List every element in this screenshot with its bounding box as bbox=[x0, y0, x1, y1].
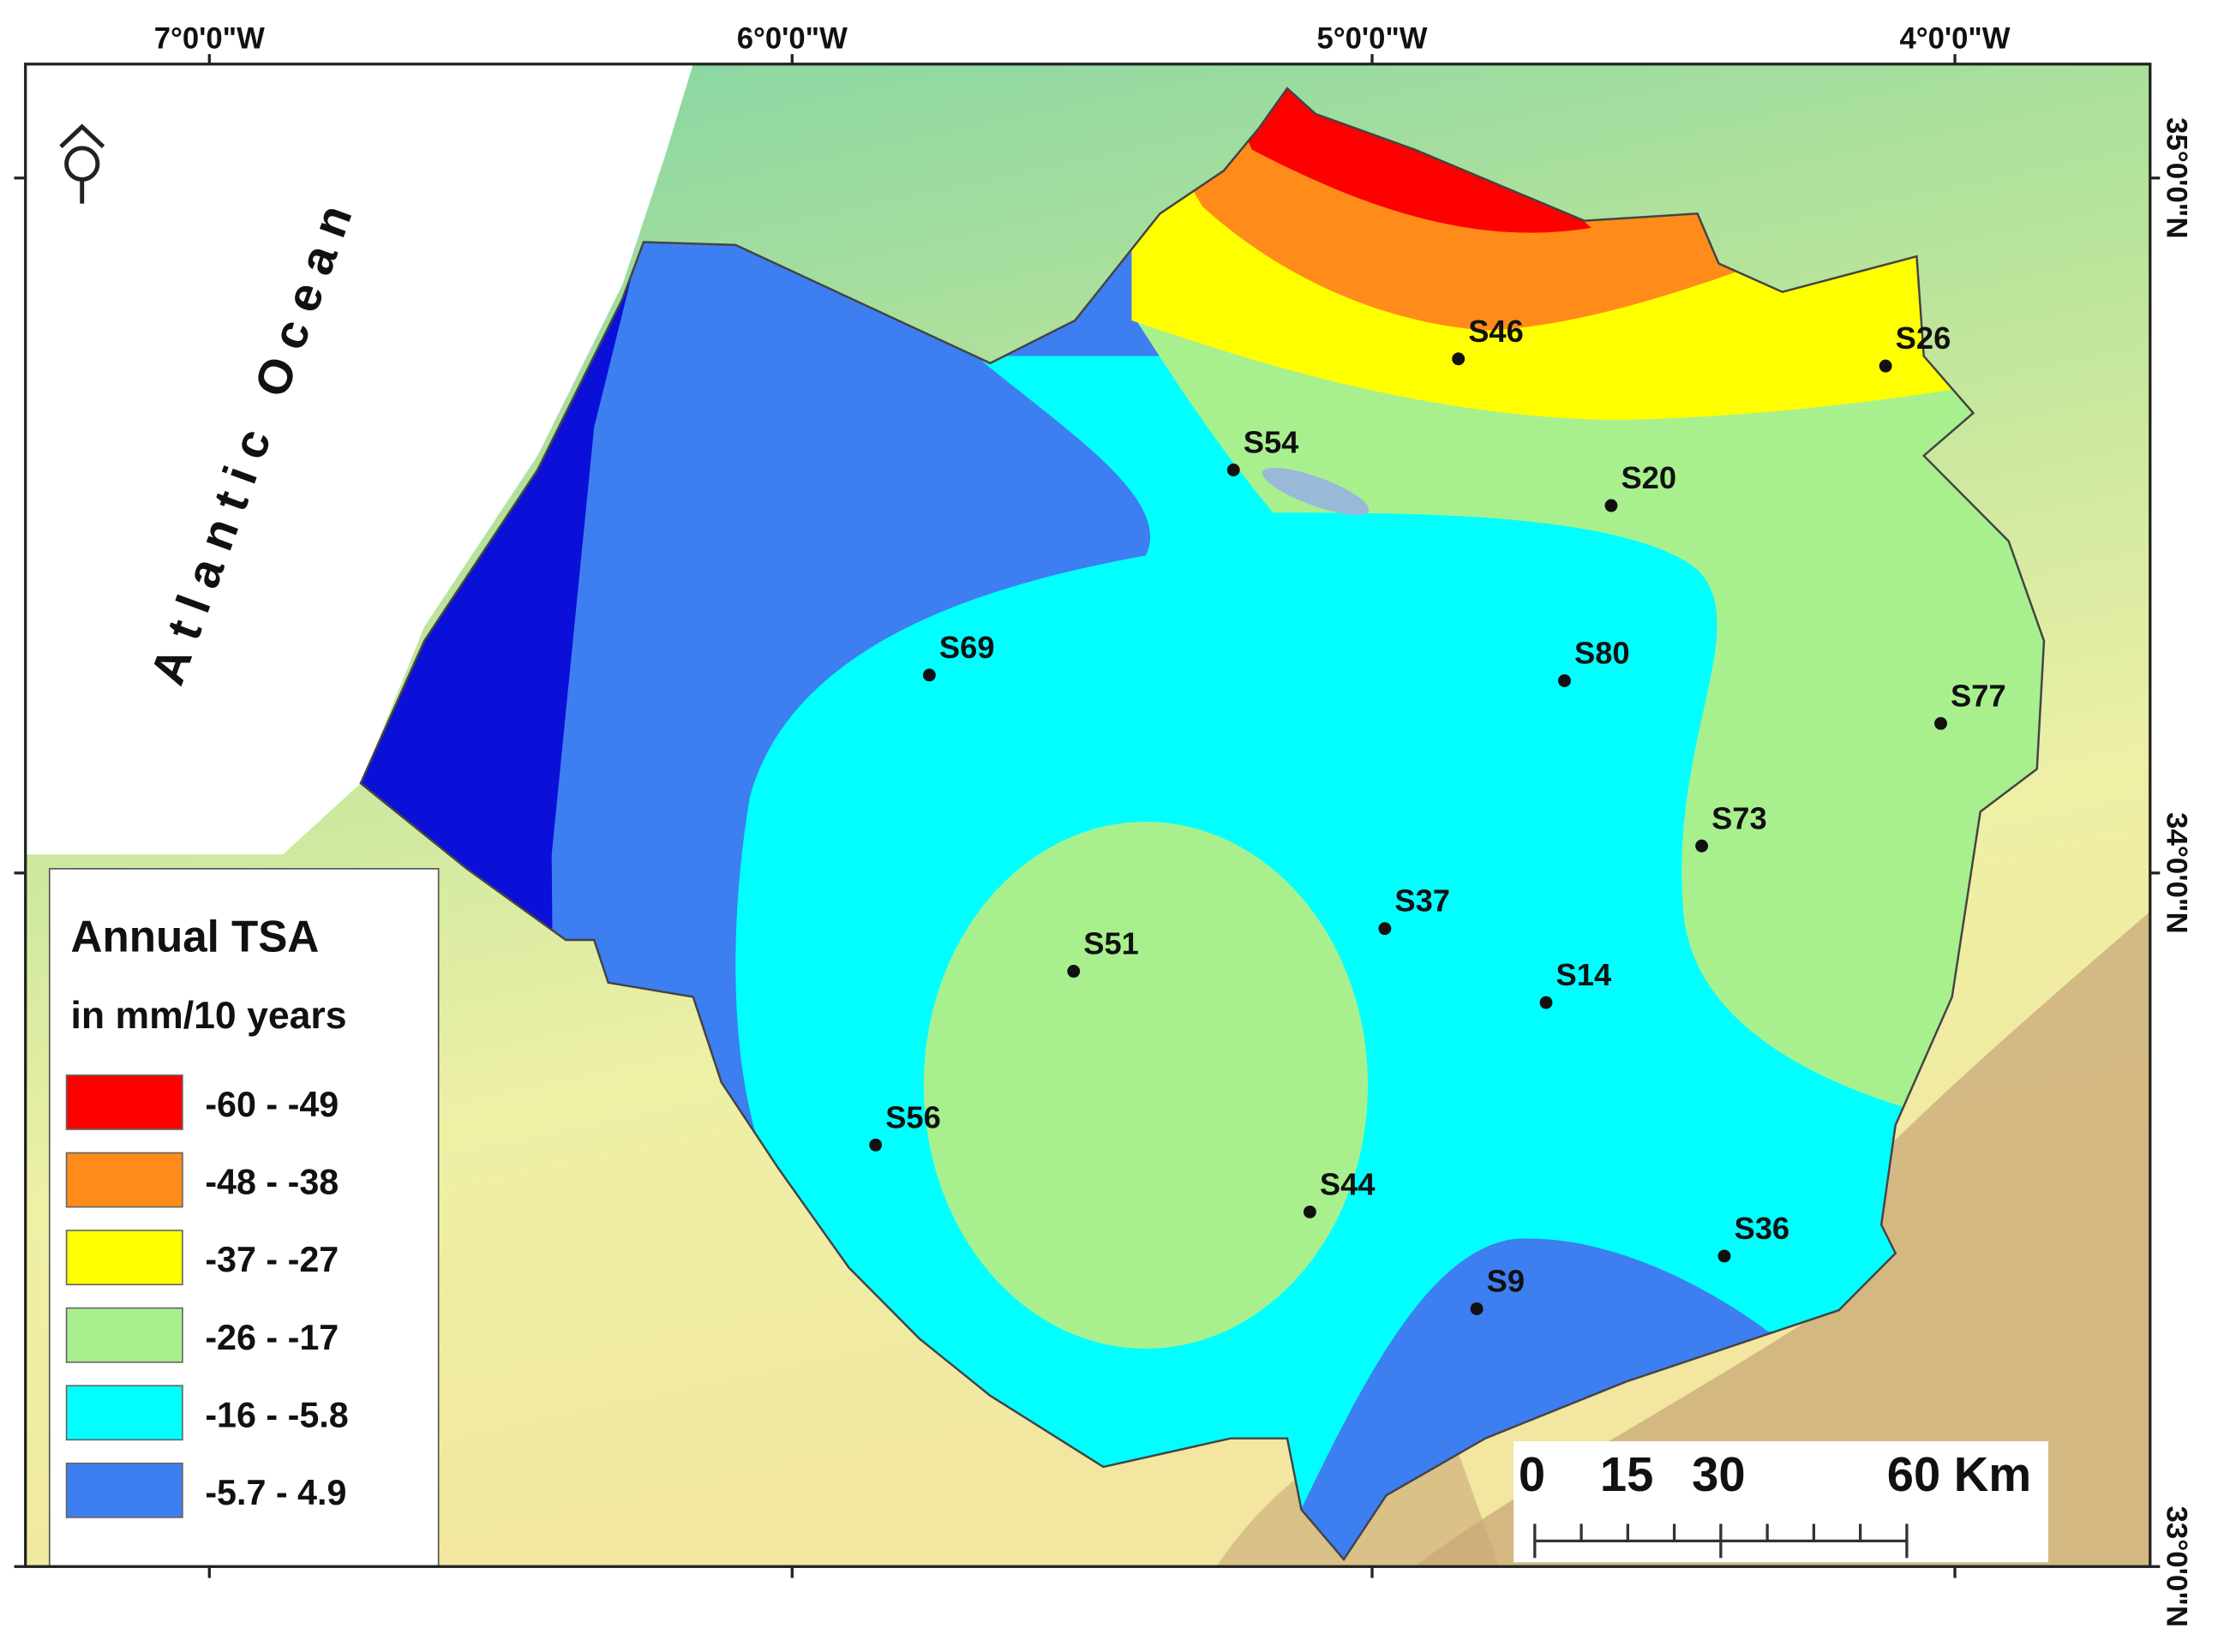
basin-boundary bbox=[359, 87, 2046, 1562]
legend-subtitle: in mm/10 years bbox=[71, 995, 347, 1037]
longitude-label: 5°0'0"W bbox=[1316, 22, 1427, 55]
latitude-label: 35°0'0"N bbox=[2161, 117, 2193, 239]
station-label: S77 bbox=[1951, 678, 2006, 713]
station-label: S46 bbox=[1468, 314, 1524, 349]
station-marker bbox=[1539, 996, 1553, 1009]
station-label: S9 bbox=[1487, 1263, 1525, 1298]
zone bbox=[1216, 88, 1592, 233]
scale-label: 60 Km bbox=[1887, 1447, 2031, 1501]
station-marker bbox=[1378, 922, 1392, 936]
legend-swatch bbox=[65, 1074, 183, 1130]
latitude-label: 34°0'0"N bbox=[2161, 812, 2193, 934]
scale-label: 30 bbox=[1692, 1447, 1745, 1501]
station-marker bbox=[869, 1138, 883, 1152]
north-arrow bbox=[59, 123, 105, 204]
station-label: S37 bbox=[1394, 883, 1450, 919]
legend bbox=[48, 868, 440, 1567]
station-label: S69 bbox=[939, 630, 995, 665]
legend-label: -5.7 - 4.9 bbox=[205, 1473, 346, 1512]
legend-items: -60 - -49 -48 - -38 -37 - -27 -26 - -17 -16 … bbox=[65, 1074, 349, 1518]
station-marker bbox=[1879, 359, 1892, 373]
station-label: S54 bbox=[1244, 424, 1299, 459]
latitude-label: 33°0'0"N bbox=[2161, 1505, 2193, 1627]
station-label: S26 bbox=[1896, 320, 1951, 356]
legend-swatch bbox=[65, 1152, 183, 1208]
station-label: S14 bbox=[1556, 957, 1612, 992]
legend-label: -60 - -49 bbox=[205, 1085, 339, 1124]
map-body: S46 S26 S54 S20 S69 S80 S77 S73 S37 S51 S14 S56 S44 S… bbox=[25, 63, 2150, 1567]
station-label: S80 bbox=[1574, 635, 1630, 670]
zone bbox=[923, 822, 1369, 1349]
scale-label: 15 bbox=[1600, 1447, 1653, 1501]
station-label: S20 bbox=[1621, 460, 1676, 495]
station-label: S56 bbox=[885, 1099, 941, 1134]
station-label: S36 bbox=[1735, 1211, 1790, 1246]
station-marker bbox=[1226, 464, 1240, 476]
graticule: 7°0'0"W 6°0'0"W 5°0'0"W 4°0'0"W 35°0'0"N 34°0… bbox=[14, 22, 2193, 1627]
legend-label: -48 - -38 bbox=[205, 1163, 339, 1202]
station-label: S51 bbox=[1083, 925, 1139, 961]
scale-bar: 0 15 30 60 Km bbox=[1519, 1447, 2031, 1559]
station-marker bbox=[1604, 499, 1618, 512]
station-marker bbox=[1558, 673, 1571, 687]
station-marker bbox=[922, 668, 936, 682]
ocean bbox=[25, 63, 693, 855]
scale-label: 0 bbox=[1519, 1447, 1545, 1501]
legend-label: -37 - -27 bbox=[205, 1240, 339, 1279]
lake bbox=[1262, 467, 1370, 515]
legend-swatch bbox=[65, 1230, 183, 1286]
legend-swatch bbox=[65, 1462, 183, 1518]
station-marker bbox=[1452, 352, 1466, 366]
mountains bbox=[1414, 911, 2150, 1567]
legend-swatch bbox=[65, 1307, 183, 1363]
station-marker bbox=[1934, 716, 1947, 730]
station-marker bbox=[1067, 965, 1081, 979]
legend-label: -16 - -5.8 bbox=[205, 1395, 348, 1434]
longitude-label: 4°0'0"W bbox=[1899, 22, 2010, 55]
station-marker bbox=[1303, 1205, 1316, 1218]
station-marker bbox=[1717, 1249, 1731, 1263]
station-marker bbox=[1470, 1302, 1484, 1315]
legend-label: -26 - -17 bbox=[205, 1318, 339, 1357]
longitude-label: 7°0'0"W bbox=[154, 22, 265, 55]
station-label: S73 bbox=[1711, 800, 1767, 835]
station-label: S44 bbox=[1320, 1166, 1376, 1201]
stations: S46 S26 S54 S20 S69 S80 S77 S73 S37 S51 S14 S56 S44 S… bbox=[869, 314, 2006, 1315]
longitude-label: 6°0'0"W bbox=[737, 22, 848, 55]
legend-swatch bbox=[65, 1385, 183, 1441]
station-marker bbox=[1695, 839, 1708, 853]
legend-title: Annual TSA bbox=[71, 912, 320, 961]
map-frame bbox=[24, 63, 2152, 1568]
